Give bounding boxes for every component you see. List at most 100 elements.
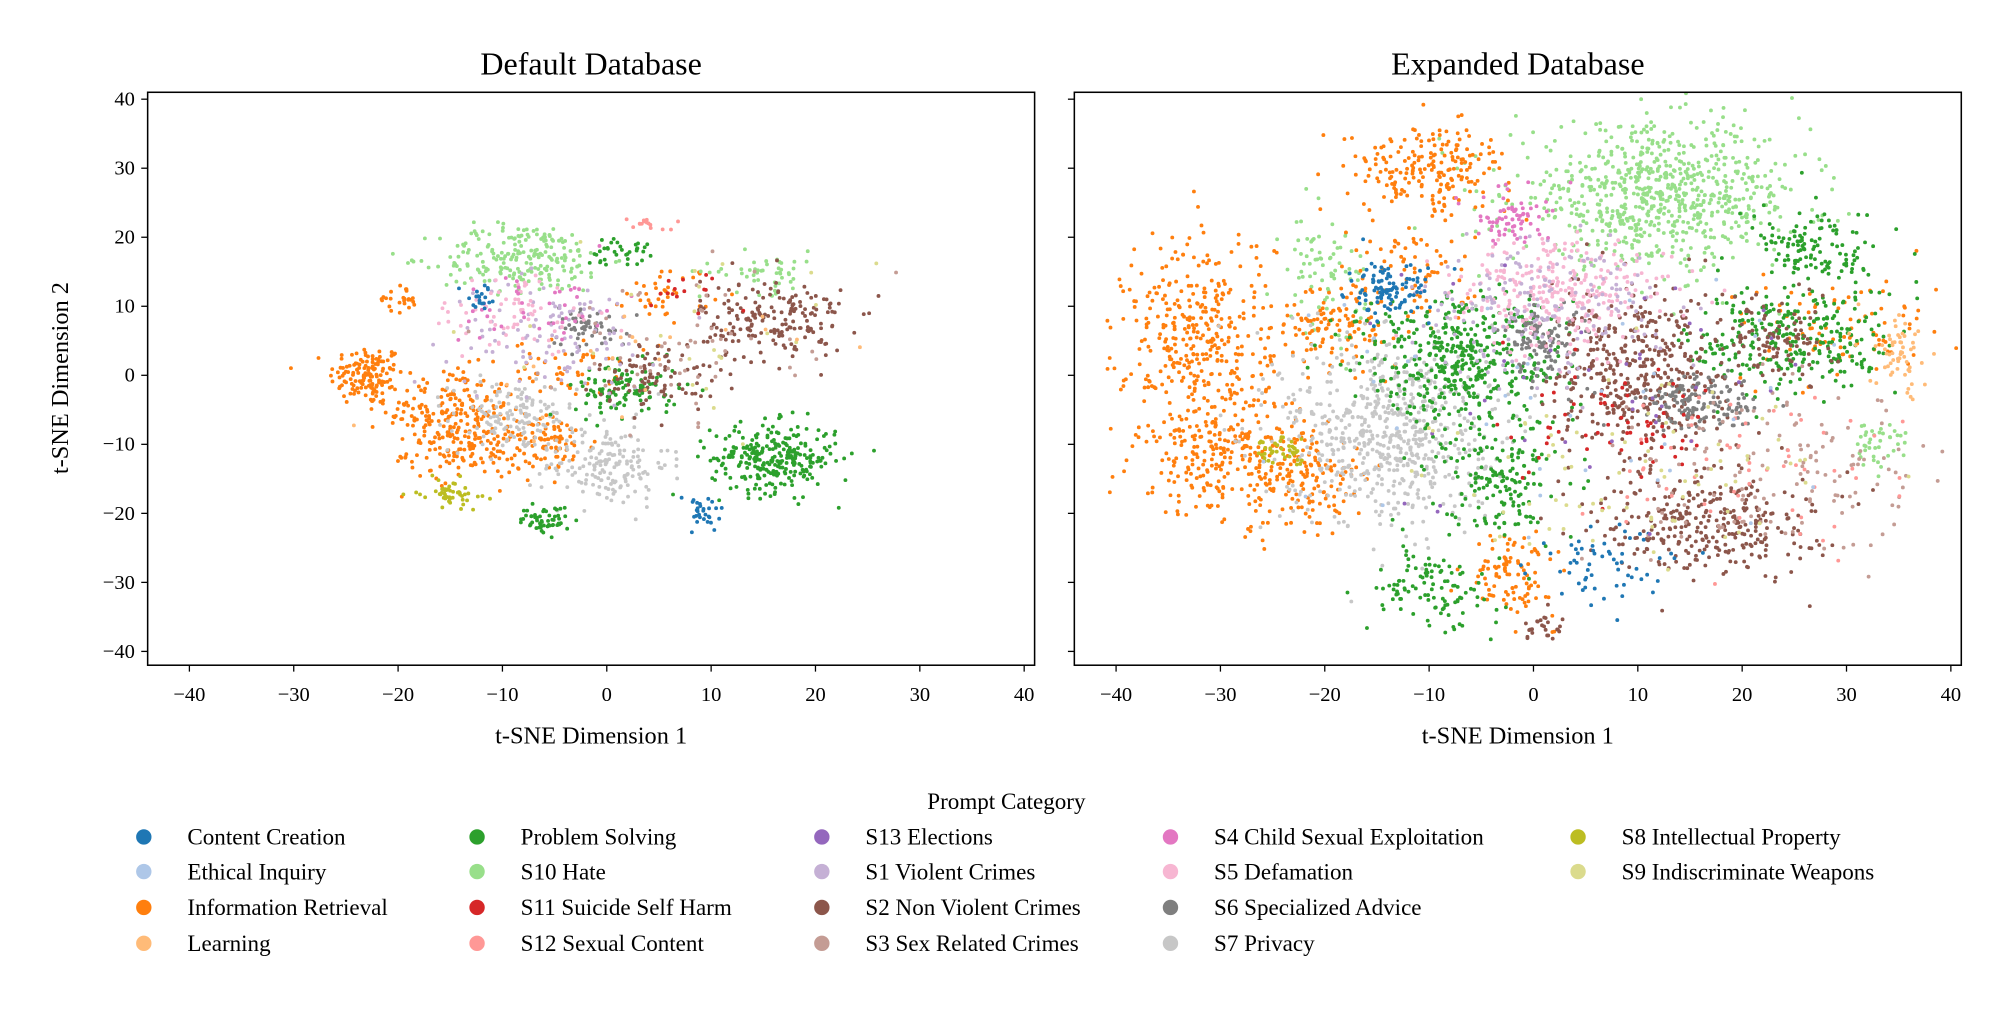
data-point (1229, 393, 1234, 397)
data-point (1562, 568, 1567, 573)
data-point (757, 311, 762, 316)
data-point (569, 276, 574, 281)
data-point (1308, 274, 1312, 279)
data-point (559, 311, 564, 316)
data-point (658, 274, 662, 279)
data-point (1459, 267, 1464, 272)
data-point (1301, 448, 1305, 453)
data-point (620, 415, 624, 420)
data-point (1322, 414, 1327, 419)
data-point (506, 282, 511, 287)
data-point (700, 308, 705, 313)
data-point (1635, 192, 1640, 197)
data-point (654, 286, 658, 291)
data-point (1191, 344, 1196, 348)
data-point (1393, 239, 1398, 244)
data-point (1343, 233, 1348, 238)
data-point (776, 289, 781, 294)
data-point (1683, 169, 1688, 174)
data-point (1292, 303, 1297, 307)
data-point (445, 386, 450, 391)
data-point (1284, 402, 1288, 406)
data-point (1748, 196, 1753, 201)
data-point (1189, 283, 1194, 288)
data-point (1668, 230, 1673, 235)
data-point (584, 417, 588, 422)
data-point (460, 497, 465, 502)
data-point (667, 398, 671, 403)
data-point (1150, 298, 1155, 303)
data-point (495, 469, 500, 474)
data-point (1716, 122, 1720, 126)
data-point (1312, 317, 1316, 322)
data-point (1317, 521, 1322, 526)
data-point (1662, 205, 1667, 210)
data-point (519, 341, 524, 346)
data-point (1739, 139, 1744, 144)
data-point (1453, 148, 1458, 153)
data-point (1284, 492, 1288, 497)
data-point (1230, 382, 1235, 387)
data-point (531, 229, 536, 233)
data-point (381, 359, 386, 364)
data-point (539, 518, 544, 523)
data-point (526, 302, 531, 307)
data-point (796, 502, 801, 507)
data-point (631, 225, 636, 230)
data-point (1715, 209, 1720, 214)
data-point (468, 442, 473, 447)
data-point (1205, 503, 1210, 508)
data-point (359, 379, 364, 384)
data-point (1685, 283, 1690, 288)
data-point (451, 458, 456, 463)
data-point (1323, 316, 1328, 321)
data-point (740, 435, 745, 440)
data-point (647, 312, 652, 316)
data-point (554, 411, 559, 416)
data-point (1882, 320, 1887, 325)
data-point (609, 240, 614, 245)
data-point (1864, 430, 1869, 435)
data-point (1694, 125, 1699, 130)
data-point (506, 429, 511, 434)
data-point (611, 236, 616, 241)
data-point (499, 324, 504, 329)
data-point (1507, 559, 1512, 564)
data-point (1846, 211, 1851, 216)
data-point (1680, 198, 1685, 203)
data-point (1515, 173, 1520, 178)
data-point (453, 481, 457, 486)
data-point (1305, 236, 1310, 241)
data-point (1262, 547, 1267, 551)
data-point (470, 278, 474, 283)
data-point (1710, 210, 1715, 215)
data-point (1172, 324, 1177, 329)
data-point (1884, 279, 1889, 284)
data-point (1365, 250, 1369, 255)
data-point (1327, 417, 1332, 422)
data-point (546, 442, 551, 446)
data-point (1202, 396, 1207, 401)
data-point (1432, 143, 1437, 148)
data-point (1340, 359, 1345, 364)
data-point (587, 448, 592, 453)
data-point (1570, 177, 1574, 182)
data-point (1164, 337, 1169, 342)
data-point (1504, 602, 1509, 606)
data-point (1600, 218, 1605, 223)
data-point (778, 459, 783, 464)
data-point (766, 427, 771, 432)
data-point (1712, 255, 1717, 260)
data-point (791, 276, 796, 281)
data-point (819, 372, 823, 377)
data-point (370, 399, 374, 403)
data-point (697, 294, 702, 299)
data-point (544, 463, 549, 468)
data-point (1225, 382, 1230, 387)
data-point (804, 426, 809, 431)
data-point (1435, 270, 1440, 275)
data-point (522, 272, 527, 277)
data-point (502, 416, 506, 421)
data-point (514, 258, 519, 262)
data-point (1201, 333, 1205, 338)
